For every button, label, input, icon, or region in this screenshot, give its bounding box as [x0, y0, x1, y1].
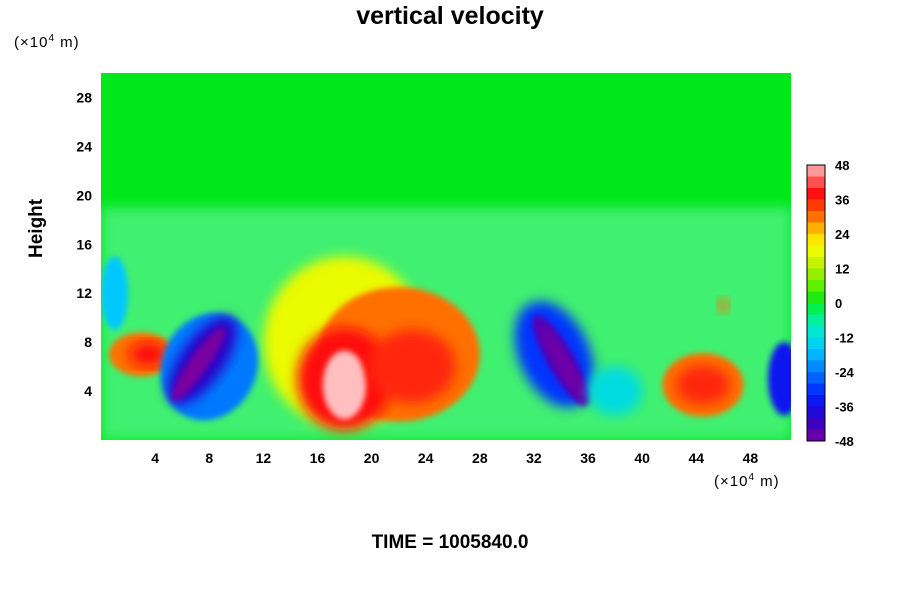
y-tick-label: 12: [76, 285, 92, 301]
colorbar-segment: [807, 268, 825, 281]
colorbar-tick-label: 36: [835, 193, 849, 208]
y-tick-label: 4: [84, 383, 92, 399]
y-tick-label: 24: [76, 138, 92, 154]
colorbar-tick-label: 12: [835, 262, 849, 277]
colorbar-segment: [807, 314, 825, 327]
x-tick-label: 40: [634, 450, 650, 466]
y-unit-exponent: 4: [48, 33, 56, 44]
colorbar-segment: [807, 222, 825, 235]
colorbar-segment: [807, 234, 825, 246]
colorbar-tick-label: 24: [835, 227, 850, 242]
colorbar-frame: [806, 164, 826, 442]
x-tick-label: 8: [205, 450, 213, 466]
colorbar-segment: [807, 176, 825, 189]
colorbar-segment: [807, 211, 825, 223]
field-blob-15: [768, 342, 791, 416]
time-label: TIME = 1005840.0: [371, 532, 529, 553]
colorbar-segment: [807, 418, 825, 430]
y-tick-label: 16: [76, 236, 92, 252]
x-tick-label: 4: [151, 450, 159, 466]
colorbar-segment: [807, 372, 825, 384]
field-blob-8: [676, 365, 731, 405]
colorbar-segment: [807, 429, 825, 442]
colorbar-segment: [807, 291, 825, 304]
colorbar-segment: [807, 245, 825, 258]
colorbar-segment: [807, 326, 825, 338]
x-unit-exponent: 4: [748, 472, 756, 483]
colorbar-segment: [807, 280, 825, 292]
colorbar-segment: [807, 337, 825, 350]
colorbar: 48 36 24 12 0 -12 -24 -36 -48: [806, 158, 855, 449]
colorbar-segment: [807, 303, 825, 315]
y-tick-label: 28: [76, 89, 92, 105]
field-blob-11: [171, 327, 225, 401]
chart-title: vertical velocity: [356, 2, 544, 30]
x-tick-label: 16: [310, 450, 326, 466]
colorbar-tick-label: -36: [835, 400, 854, 415]
x-tick-label: 12: [256, 450, 272, 466]
colorbar-segment: [807, 395, 825, 407]
field-blob-16: [588, 366, 643, 416]
colorbar-segment: [807, 349, 825, 361]
x-tick-label: 24: [418, 450, 434, 466]
colorbar-tick-label: 0: [835, 296, 842, 311]
y-axis-ticks: 4 8 12 16 20 24 28: [76, 89, 92, 399]
colorbar-segment: [807, 165, 825, 177]
field-blob-18: [717, 298, 729, 313]
colorbar-segment: [807, 406, 825, 419]
field-blob-4: [368, 329, 456, 404]
x-tick-label: 28: [472, 450, 488, 466]
field-blob-3: [322, 350, 367, 420]
y-axis-unit: (×104 m): [14, 33, 80, 51]
field-blob-14: [541, 325, 587, 403]
colorbar-segment: [807, 360, 825, 373]
x-tick-label: 44: [689, 450, 705, 466]
colorbar-segment: [807, 383, 825, 396]
x-tick-label: 36: [580, 450, 596, 466]
x-tick-label: 48: [743, 450, 759, 466]
x-unit-tail: m): [755, 473, 780, 490]
x-tick-label: 20: [364, 450, 380, 466]
colorbar-tick-label: -48: [835, 434, 854, 449]
colorbar-tick-label: -12: [835, 331, 854, 346]
y-unit-base: (×10: [14, 34, 49, 51]
colorbar-tick-label: 48: [835, 158, 849, 173]
x-axis-unit: (×104 m): [714, 472, 780, 490]
x-tick-label: 32: [526, 450, 542, 466]
colorbar-segment: [807, 257, 825, 269]
colorbar-segment: [807, 188, 825, 200]
x-unit-base: (×10: [714, 473, 749, 490]
y-tick-label: 20: [76, 187, 92, 203]
colorbar-tick-label: -24: [835, 365, 855, 380]
heatmap-field: [101, 73, 791, 440]
field-blob-17: [101, 256, 129, 330]
y-tick-label: 8: [84, 334, 92, 350]
colorbar-segment: [807, 199, 825, 212]
y-unit-tail: m): [55, 34, 80, 51]
field-blob-6: [129, 342, 168, 367]
x-axis-ticks: 4 8 12 16 20 24 28 32 36 40 44 48: [151, 450, 758, 466]
